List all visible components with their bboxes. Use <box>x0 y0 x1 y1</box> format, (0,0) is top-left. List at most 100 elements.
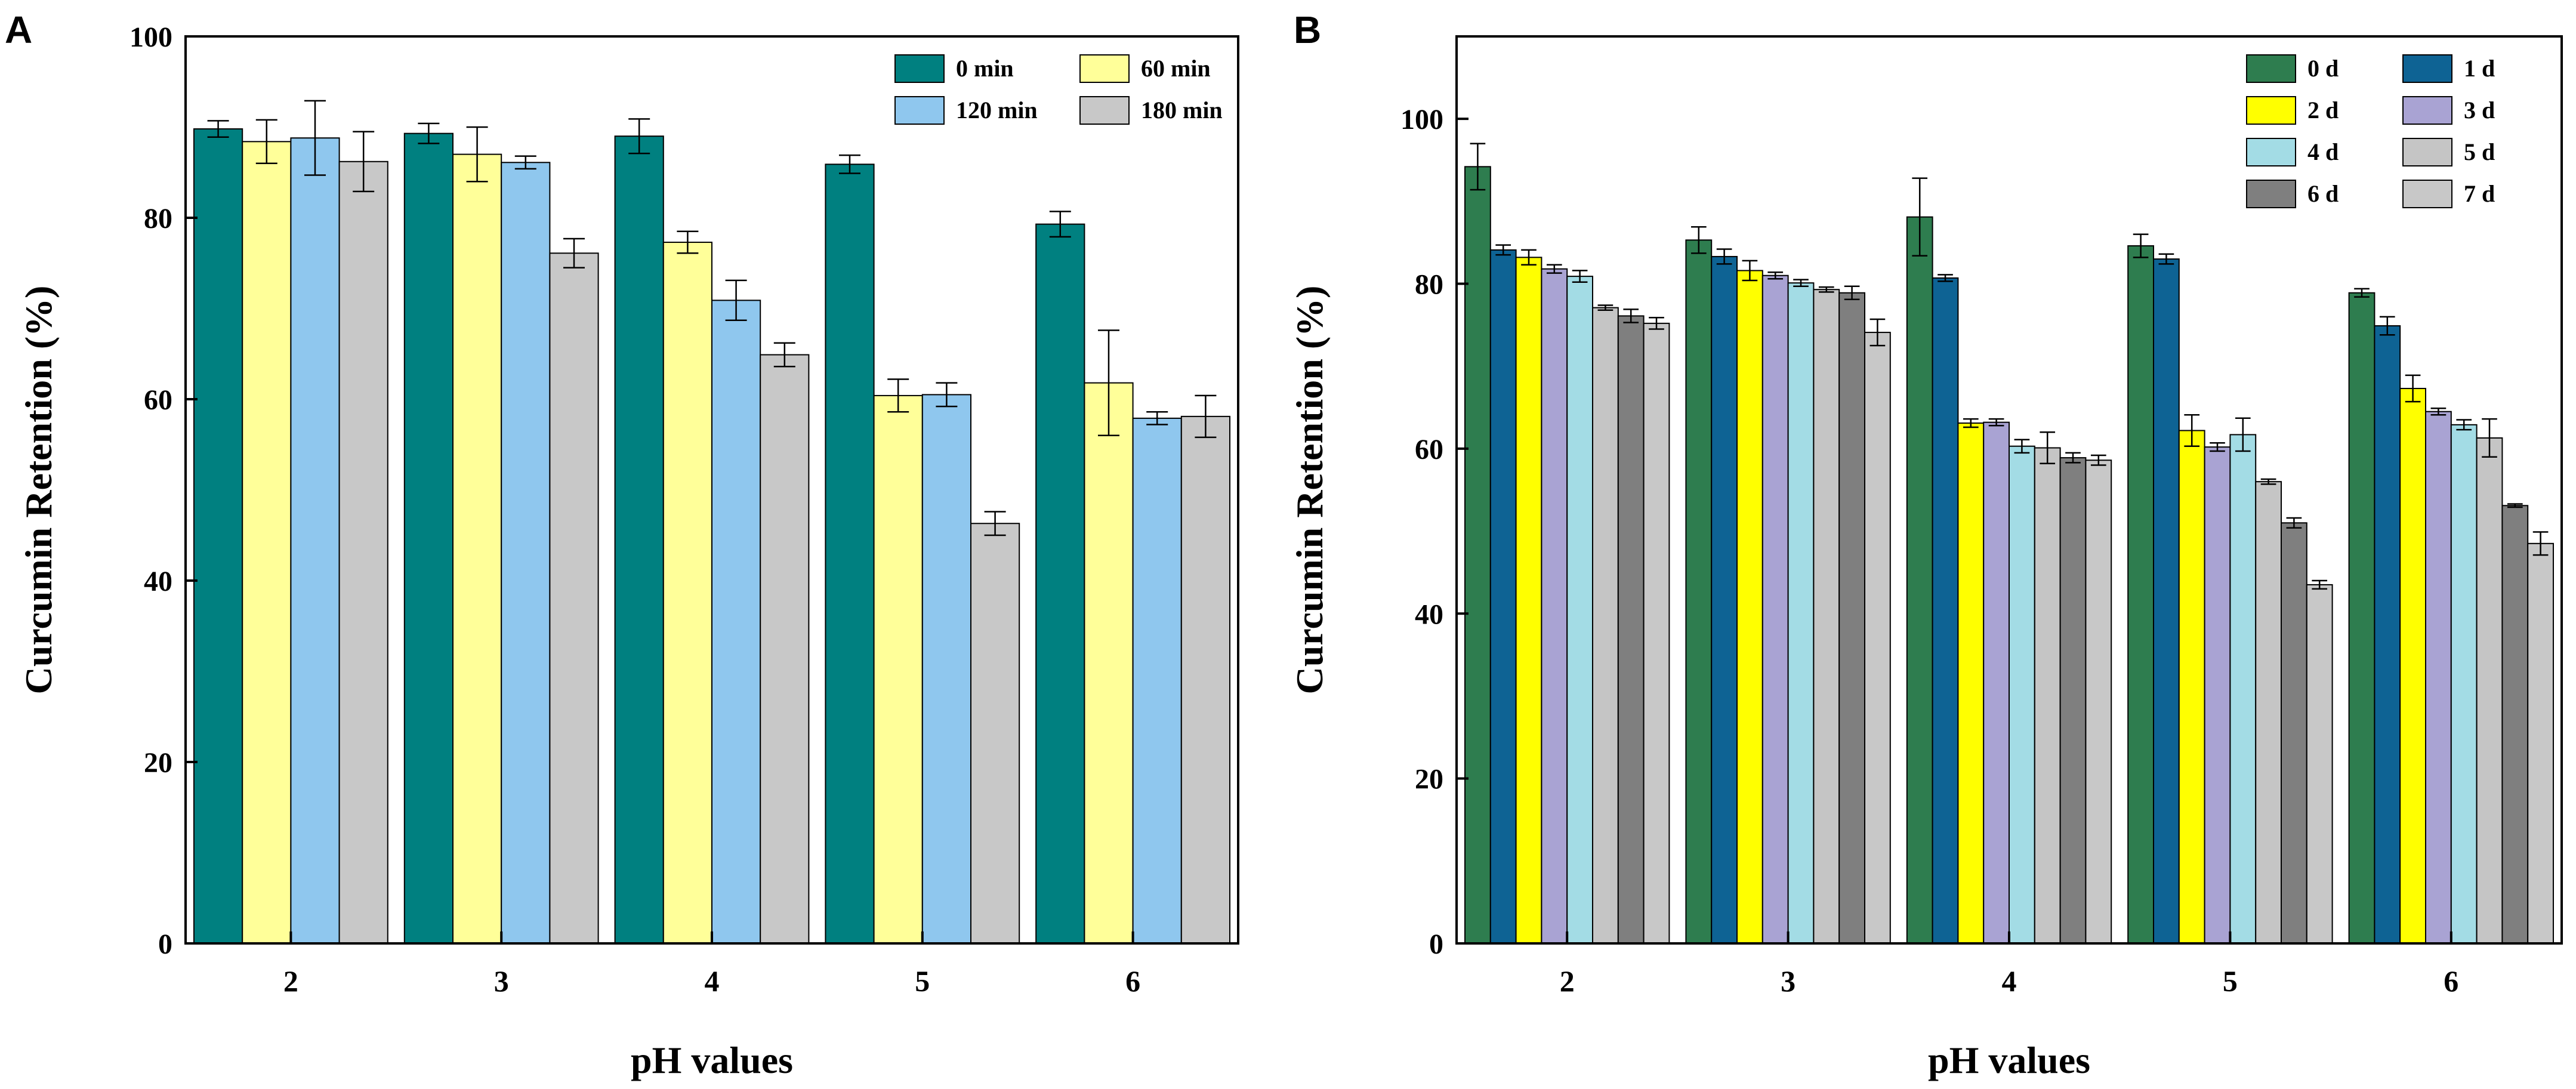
legend-label: 0 min <box>956 55 1014 82</box>
bar <box>2281 522 2307 944</box>
legend-label: 180 min <box>1141 97 1223 124</box>
error-bar <box>839 154 860 174</box>
legend-swatch <box>894 54 945 83</box>
error-bar <box>1098 329 1119 437</box>
bar <box>2399 388 2426 944</box>
error-bar <box>1470 143 1486 191</box>
bar <box>1541 268 1568 944</box>
bar <box>2204 446 2231 944</box>
legend-swatch <box>2402 138 2452 166</box>
error-bar <box>2260 478 2276 485</box>
error-bar <box>1195 394 1217 439</box>
legend-label: 120 min <box>956 97 1038 124</box>
error-bar <box>2354 288 2370 298</box>
legend-label: 3 d <box>2464 97 2495 124</box>
series-180-min <box>338 131 1231 944</box>
legend-item: 2 d <box>2246 96 2339 125</box>
error-bar <box>207 120 229 138</box>
bar <box>2229 434 2257 944</box>
error-bar <box>2210 442 2225 452</box>
error-bar <box>2312 579 2328 590</box>
legend-swatch <box>2246 180 2296 208</box>
bar <box>1957 422 1985 944</box>
error-bar <box>1988 418 2004 427</box>
error-bar <box>418 122 440 144</box>
chart-panel-a: A 0 20 40 60 80 100 2 3 4 5 6 pH values Curcumin Rete… <box>5 8 1239 1081</box>
legend-label: 5 d <box>2464 138 2495 165</box>
legend-swatch <box>1079 54 1130 83</box>
series-4-d <box>1566 270 2478 944</box>
legend-label: 1 d <box>2464 55 2495 82</box>
bar <box>2348 292 2376 944</box>
error-bar <box>563 237 585 269</box>
bar <box>1685 239 1713 944</box>
error-bar <box>1623 309 1639 323</box>
error-bar <box>2133 233 2149 258</box>
error-bar <box>2507 503 2523 508</box>
series-6-d <box>1617 285 2529 944</box>
error-bar <box>1963 418 1979 428</box>
bar <box>1489 249 1517 945</box>
bar <box>921 394 972 944</box>
error-bar <box>1844 285 1860 301</box>
series-0-min <box>193 118 1085 945</box>
y-tick-label: 100 <box>129 21 172 53</box>
legend-item: 0 d <box>2246 54 2339 83</box>
legend-label: 60 min <box>1141 55 1211 82</box>
legend-swatch <box>894 96 945 125</box>
bar <box>2127 245 2154 944</box>
bar <box>1464 166 1491 944</box>
bar <box>970 523 1020 944</box>
error-bar <box>936 382 958 408</box>
bar <box>873 394 923 944</box>
error-bar <box>2184 414 2200 448</box>
bar <box>1761 274 1789 944</box>
y-tick-label: 20 <box>1415 764 1443 795</box>
bar <box>2059 457 2087 944</box>
error-bar <box>2090 454 2106 466</box>
bar <box>1813 289 1840 945</box>
error-bar <box>304 100 326 176</box>
series-7-d <box>1643 316 2555 945</box>
bar <box>1566 276 1593 944</box>
series-5-d <box>1592 286 2503 945</box>
error-bar <box>1572 270 1588 283</box>
error-bar <box>1716 248 1732 265</box>
error-bar <box>2065 452 2081 464</box>
x-tick-label: 5 <box>915 964 930 998</box>
bar <box>2501 505 2529 944</box>
series-120-min <box>290 100 1182 945</box>
x-tick-label: 4 <box>705 964 720 998</box>
y-tick-label: 0 <box>158 928 172 960</box>
error-bar <box>2405 374 2421 403</box>
error-bar <box>628 118 650 155</box>
bar <box>2450 424 2478 944</box>
error-bar <box>2040 431 2056 465</box>
error-bar <box>2158 253 2174 265</box>
bar <box>1643 322 1670 945</box>
error-bar <box>1869 318 1886 347</box>
legend-label: 4 d <box>2307 138 2339 165</box>
bar <box>760 354 810 944</box>
bar <box>2034 447 2061 944</box>
bar <box>2527 542 2555 944</box>
error-bar <box>2286 517 2302 529</box>
bar <box>1787 282 1815 944</box>
bar <box>2085 459 2112 944</box>
bar <box>1180 415 1231 944</box>
bar <box>1983 421 2010 944</box>
error-bar <box>725 279 747 322</box>
bar <box>290 137 340 945</box>
bar <box>1736 270 1763 944</box>
legend: 0 min 60 min 120 min 180 min <box>894 54 1223 125</box>
y-axis-title: Curcumin Retention (%) <box>1288 286 1331 695</box>
legend-item: 0 min <box>894 54 1014 83</box>
error-bar <box>2235 417 2251 452</box>
x-tick-label: 4 <box>2002 964 2017 998</box>
error-bar <box>1546 264 1562 274</box>
y-tick-label: 80 <box>1415 269 1443 301</box>
error-bar <box>2014 439 2030 454</box>
bar <box>1515 257 1542 944</box>
bar <box>1932 277 1959 945</box>
bar <box>193 128 243 944</box>
